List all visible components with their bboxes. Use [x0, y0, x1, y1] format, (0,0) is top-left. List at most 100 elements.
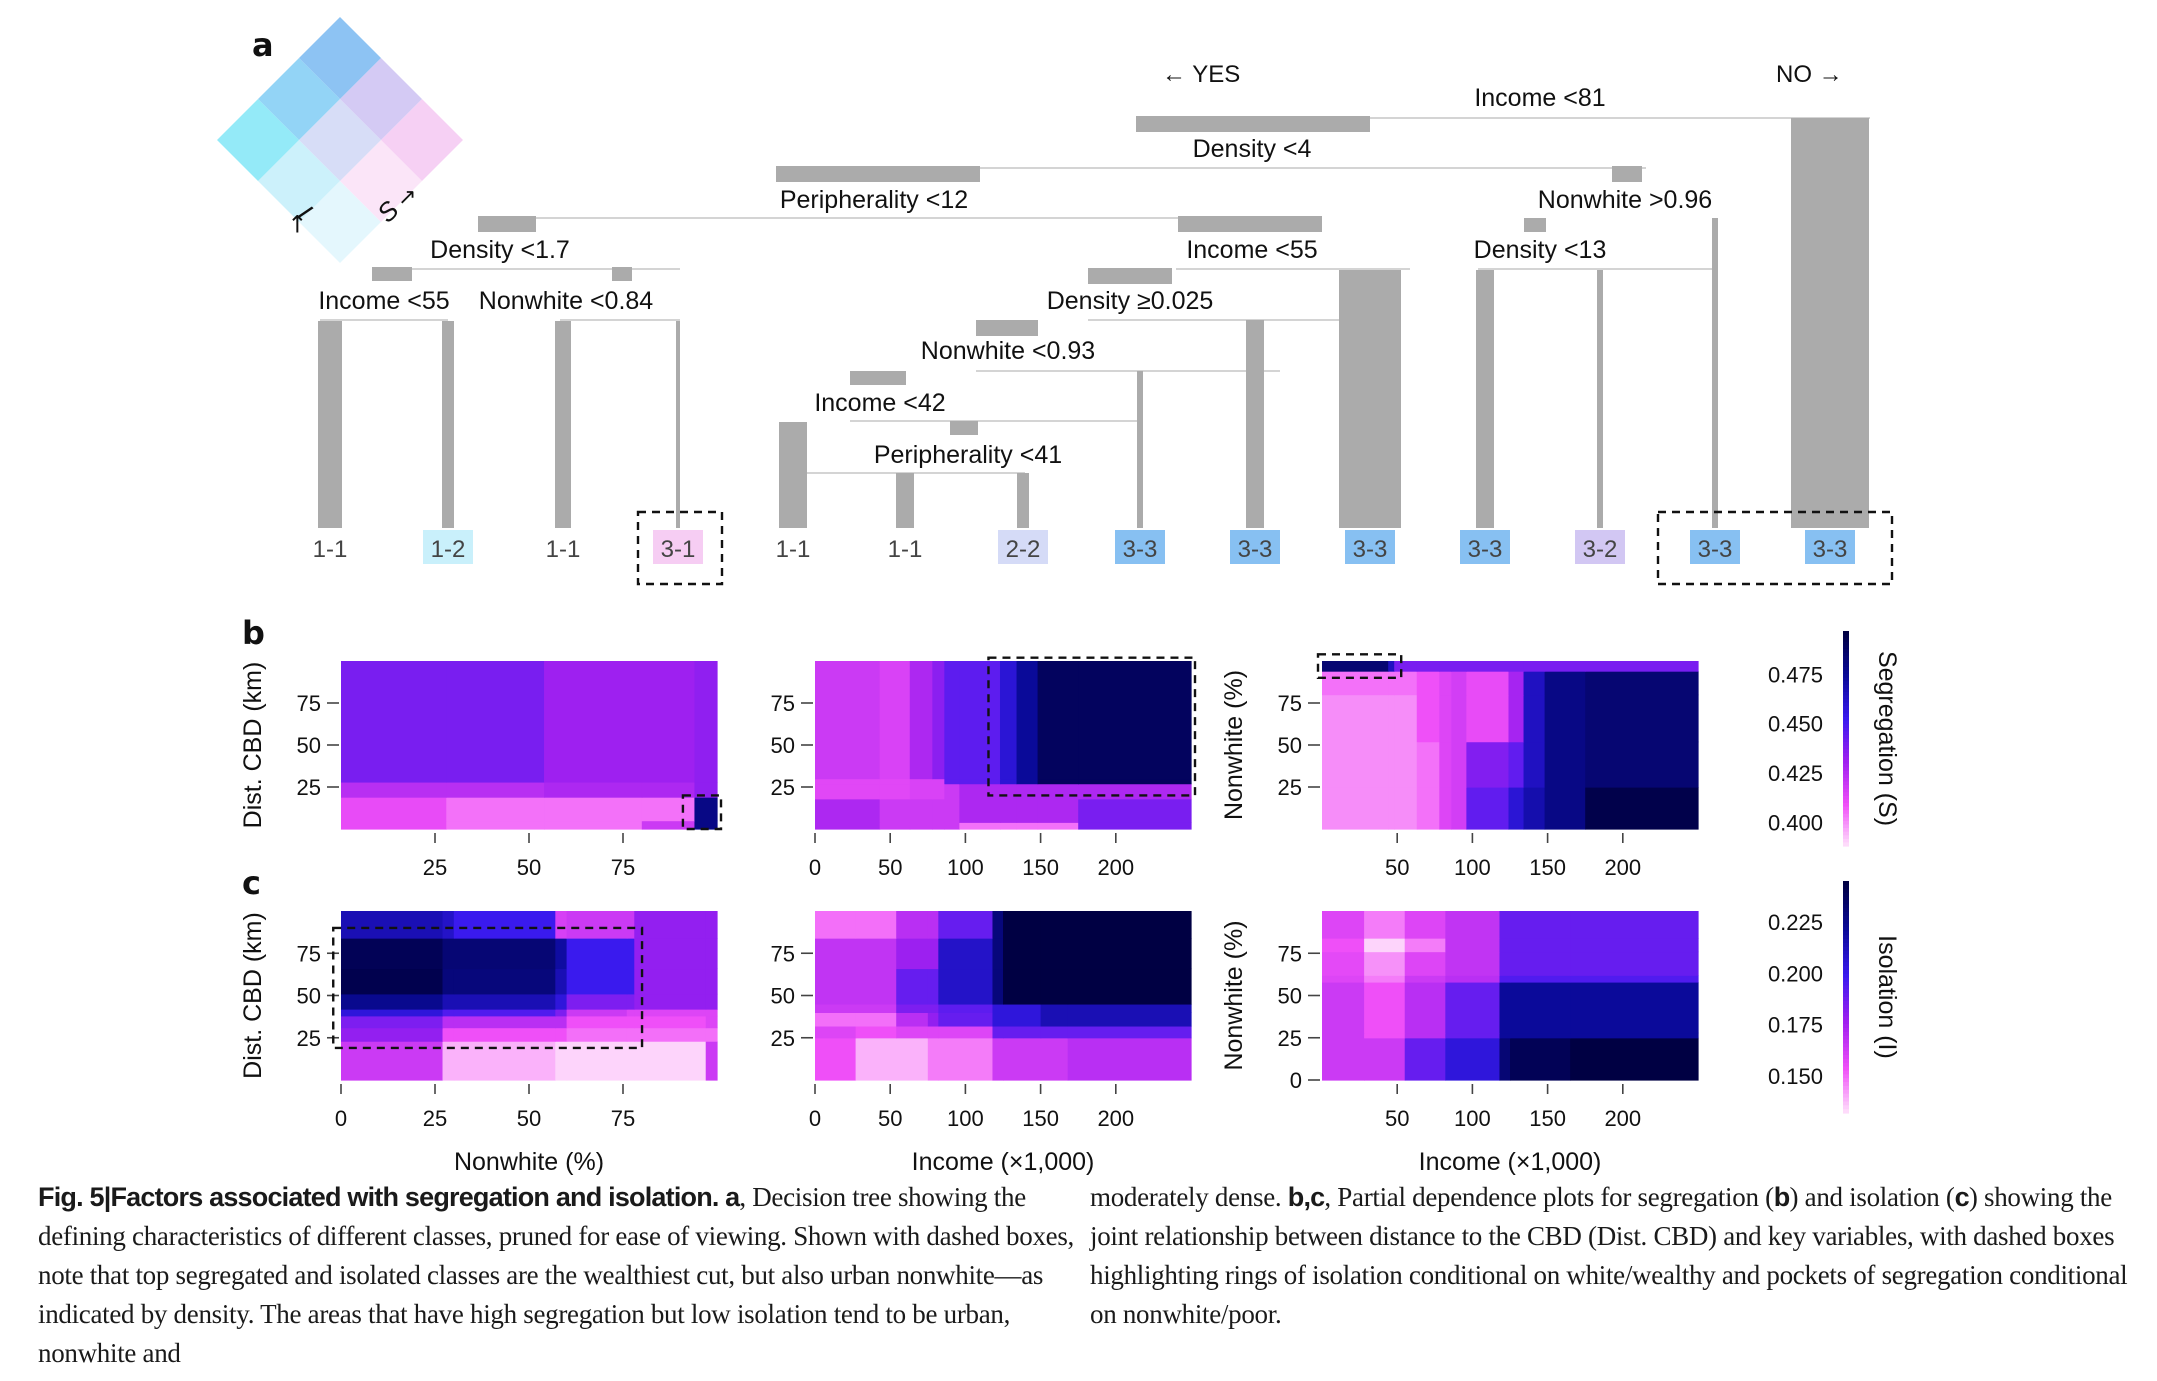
leaf-class-badge	[1115, 530, 1165, 564]
x-tick-label: 50	[1385, 1106, 1409, 1131]
dashed-highlight-box	[987, 656, 1197, 797]
heatmap-cell	[959, 661, 1001, 780]
colorbar-segment	[1843, 892, 1849, 898]
heatmap-cell	[341, 1027, 444, 1042]
y-tick-label: 50	[297, 733, 321, 758]
heatmap-cell	[1388, 661, 1395, 672]
heatmap-cell	[1508, 694, 1525, 743]
heatmap-cell	[626, 911, 635, 939]
heatmap-cell	[1040, 968, 1069, 1005]
tree-leaf-stem	[1791, 118, 1869, 528]
colorbar-tick-label: 0.450	[1768, 712, 1823, 737]
heatmap-cell	[1439, 787, 1452, 830]
heatmap-cell	[341, 797, 447, 822]
tree-node-n1: Density <4	[1193, 135, 1312, 163]
colorbar-segment	[1843, 713, 1849, 718]
heatmap-cell	[909, 778, 933, 785]
heatmap-cell	[1067, 1037, 1192, 1081]
heatmap-cell	[453, 911, 556, 939]
heatmap-cell	[932, 778, 945, 785]
y-tick-label: 75	[297, 691, 321, 716]
heatmap-cell	[855, 968, 897, 1005]
heatmap-cell	[1003, 938, 1042, 970]
heatmap-cell	[1078, 822, 1192, 830]
heatmap-cell	[1445, 1037, 1501, 1081]
tree-node-bar	[1612, 166, 1642, 182]
heatmap-cell	[1322, 1037, 1365, 1081]
x-tick-label: 150	[1529, 855, 1566, 880]
colorbar-b: 0.400 0.425 0.450 0.475 Segregation (S)	[1768, 631, 1901, 847]
heatmap-cell	[1439, 671, 1452, 696]
x-tick-label: 50	[1385, 855, 1409, 880]
heatmap-cell	[1570, 1032, 1699, 1039]
tree-node-n8: Nonwhite <0.93	[921, 337, 1095, 365]
tree-node-bar	[850, 371, 906, 385]
colorbar-segment	[1843, 648, 1849, 654]
heatmap-cell	[446, 661, 545, 783]
heatmap-cell	[896, 1012, 929, 1027]
legend-axis-S-arrow: ↗	[398, 184, 416, 209]
heatmap-cell	[1445, 951, 1501, 976]
colorbar-segment	[1843, 946, 1849, 952]
colorbar-segment	[1843, 745, 1849, 750]
heatmap-cell	[1322, 981, 1365, 1034]
colorbar-segment	[1843, 695, 1849, 700]
tree-node-n12: Density <13	[1474, 236, 1607, 264]
heatmap-cell	[1322, 938, 1365, 953]
y-tick-label: 25	[1278, 1026, 1302, 1051]
heatmap-cell	[1003, 968, 1042, 1005]
tree-node-bar	[1088, 268, 1172, 284]
heatmap-cell	[932, 783, 945, 800]
leaf-class-badge	[1345, 530, 1395, 564]
heatmap-cell	[634, 993, 707, 1010]
heatmap-cell	[815, 911, 857, 939]
heatmap-cell	[544, 661, 643, 783]
heatmap-cell	[566, 938, 628, 970]
heatmap-cell	[1037, 822, 1079, 830]
heatmap-cell	[341, 1009, 444, 1017]
heatmap-cell	[626, 1015, 635, 1029]
heatmap-cell	[453, 938, 556, 970]
y-tick-label: 75	[771, 691, 795, 716]
colorbar-tick-label: 0.200	[1768, 961, 1823, 986]
caption-part-bc-text-2: ) and isolation (	[1789, 1182, 1955, 1212]
heatmap-cell	[1322, 1032, 1365, 1039]
heatmap-c2: 0 50 100 150 200 25 50 75 Income (×1,000)	[771, 911, 1192, 1176]
caption-separator: |	[103, 1182, 112, 1212]
heatmap-cell	[626, 993, 635, 1010]
colorbar-segment	[1843, 904, 1849, 909]
colorbar-segment	[1843, 677, 1849, 682]
leaf-class-label: 1-1	[776, 536, 811, 563]
tree-node-n9: Income <42	[814, 389, 945, 417]
colorbar-segment	[1843, 806, 1849, 811]
heatmap-cell	[927, 1037, 939, 1081]
y-tick-label: 25	[297, 1026, 321, 1051]
colorbar-segment	[1843, 738, 1849, 743]
heatmap-cell	[1394, 671, 1418, 696]
heatmap-cell	[1466, 741, 1510, 788]
x-tick-label: 150	[1022, 1106, 1059, 1131]
dashed-highlight-box	[1656, 510, 1894, 586]
colorbar-segment	[1843, 923, 1849, 928]
leaf-class-label: 3-3	[1123, 536, 1158, 563]
colorbar-segment	[1843, 931, 1849, 936]
colorbar-segment	[1843, 985, 1849, 990]
heatmap-cell	[544, 797, 643, 822]
heatmap-cell	[1003, 911, 1042, 939]
leaf-class-label: 3-3	[1353, 536, 1388, 563]
tree-leaf-stem	[1597, 270, 1603, 528]
colorbar-segment	[1843, 915, 1849, 921]
heatmap-cell	[1544, 741, 1586, 788]
heatmap-cell	[626, 938, 635, 970]
heatmap-cell	[1585, 787, 1699, 830]
colorbar-segment	[1843, 652, 1849, 657]
heatmap-cell	[442, 1041, 455, 1081]
heatmap-cell	[1510, 911, 1571, 939]
heatmap-cell	[992, 911, 1004, 939]
colorbar-segment	[1843, 1000, 1849, 1006]
heatmap-cell	[1364, 938, 1406, 953]
heatmap-cell	[566, 1015, 628, 1029]
colorbar-segment	[1843, 702, 1849, 707]
leaf-class-label: 1-1	[313, 536, 348, 563]
